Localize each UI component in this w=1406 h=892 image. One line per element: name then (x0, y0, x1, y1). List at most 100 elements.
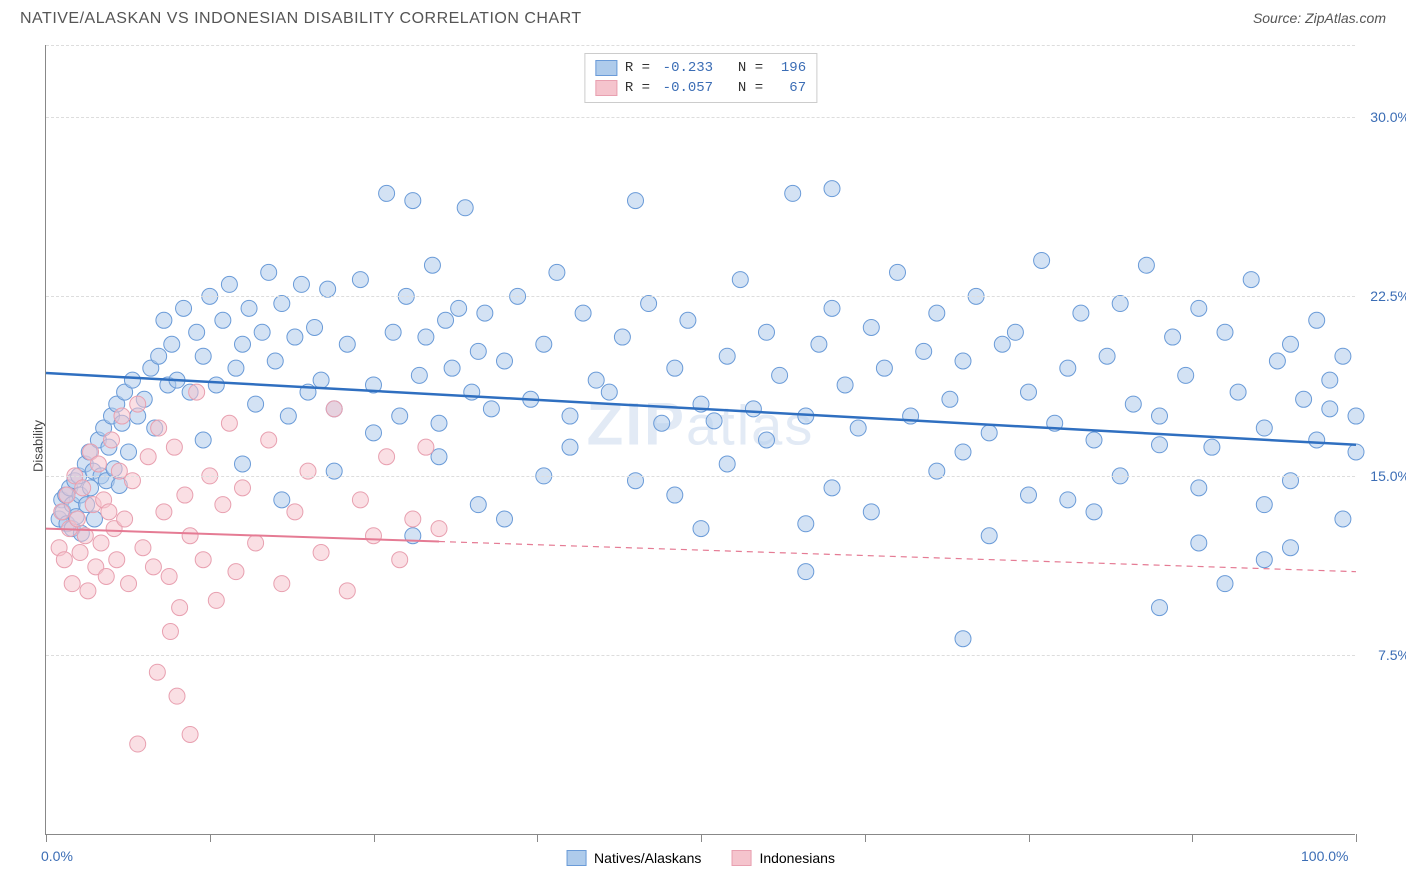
gridline (46, 296, 1355, 297)
data-point (189, 324, 205, 340)
data-point (418, 329, 434, 345)
data-point (431, 521, 447, 537)
x-tick (210, 834, 211, 842)
data-point (135, 540, 151, 556)
data-point (248, 396, 264, 412)
data-point (1217, 576, 1233, 592)
data-point (124, 372, 140, 388)
data-point (1125, 396, 1141, 412)
data-point (628, 193, 644, 209)
data-point (69, 511, 85, 527)
data-point (477, 305, 493, 321)
data-point (1256, 497, 1272, 513)
source-label: Source: ZipAtlas.com (1253, 10, 1386, 26)
data-point (667, 360, 683, 376)
data-point (1269, 353, 1285, 369)
data-point (352, 492, 368, 508)
data-point (379, 185, 395, 201)
data-point (166, 439, 182, 455)
data-point (837, 377, 853, 393)
data-point (1060, 360, 1076, 376)
data-point (1348, 444, 1364, 460)
data-point (117, 511, 133, 527)
data-point (366, 425, 382, 441)
data-point (261, 264, 277, 280)
stat-n-value: 196 (771, 60, 806, 76)
y-tick-label: 15.0% (1370, 468, 1406, 484)
data-point (929, 305, 945, 321)
data-point (483, 401, 499, 417)
data-point (588, 372, 604, 388)
data-point (1034, 252, 1050, 268)
data-point (1060, 492, 1076, 508)
data-point (56, 552, 72, 568)
data-point (457, 200, 473, 216)
data-point (208, 592, 224, 608)
data-point (1191, 480, 1207, 496)
data-point (470, 343, 486, 359)
data-point (942, 391, 958, 407)
legend-item: Indonesians (731, 850, 835, 866)
data-point (59, 487, 75, 503)
data-point (307, 319, 323, 335)
data-point (824, 480, 840, 496)
data-point (221, 276, 237, 292)
data-point (470, 497, 486, 513)
data-point (876, 360, 892, 376)
stat-r-label: R = (625, 80, 650, 96)
data-point (235, 336, 251, 352)
data-point (890, 264, 906, 280)
data-point (405, 193, 421, 209)
data-point (1007, 324, 1023, 340)
data-point (680, 312, 696, 328)
data-point (228, 564, 244, 580)
data-point (101, 504, 117, 520)
data-point (274, 296, 290, 312)
data-point (293, 276, 309, 292)
data-point (280, 408, 296, 424)
trend-line-dashed (439, 542, 1356, 572)
data-point (352, 272, 368, 288)
data-point (385, 324, 401, 340)
x-tick-label: 100.0% (1301, 848, 1348, 864)
data-point (1309, 432, 1325, 448)
legend-label: Natives/Alaskans (594, 850, 701, 866)
stat-row: R =-0.057 N =67 (595, 78, 806, 98)
data-point (1191, 300, 1207, 316)
data-point (1152, 437, 1168, 453)
y-tick-label: 30.0% (1370, 109, 1406, 125)
data-point (177, 487, 193, 503)
data-point (140, 449, 156, 465)
data-point (955, 444, 971, 460)
data-point (994, 336, 1010, 352)
data-point (981, 425, 997, 441)
data-point (798, 516, 814, 532)
stat-n-label: N = (721, 80, 763, 96)
data-point (1086, 432, 1102, 448)
data-point (241, 300, 257, 316)
data-point (130, 396, 146, 412)
data-point (955, 353, 971, 369)
x-tick-label: 0.0% (41, 848, 73, 864)
data-point (195, 348, 211, 364)
data-point (955, 631, 971, 647)
data-point (1191, 535, 1207, 551)
data-point (693, 521, 709, 537)
data-point (114, 408, 130, 424)
data-point (405, 511, 421, 527)
x-tick (1356, 834, 1357, 842)
data-point (438, 312, 454, 328)
data-point (759, 324, 775, 340)
legend-swatch (566, 850, 586, 866)
data-point (1230, 384, 1246, 400)
data-point (64, 576, 80, 592)
data-point (1086, 504, 1102, 520)
data-point (601, 384, 617, 400)
data-point (162, 624, 178, 640)
legend-swatch (595, 60, 617, 76)
data-point (654, 415, 670, 431)
data-point (424, 257, 440, 273)
data-point (392, 408, 408, 424)
data-point (287, 504, 303, 520)
scatter-plot (46, 45, 1355, 834)
